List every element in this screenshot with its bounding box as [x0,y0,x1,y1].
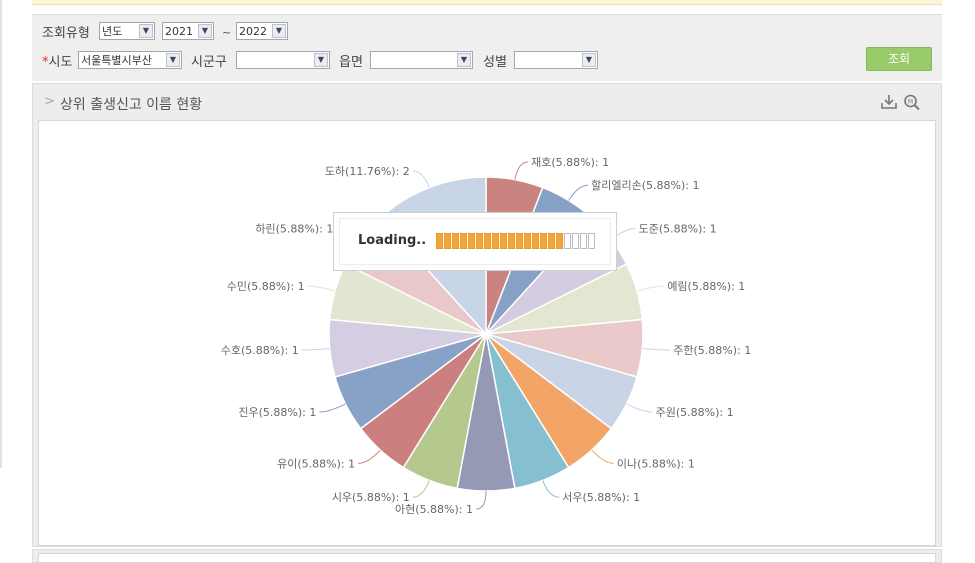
progress-segment [580,233,587,249]
pie-slice-label: 하린(5.88%): 1 [255,222,333,236]
sido-label: *시도 [42,51,72,70]
type-select[interactable]: 년도 ▼ [99,22,155,40]
pie-slice-label: 할리엘리손(5.88%): 1 [591,179,699,192]
sido-select[interactable]: 서울특별시부산 ▼ [78,51,182,69]
pie-label-connector [475,490,487,510]
pie-label-connector [514,161,529,180]
loading-dialog: Loading.. [333,212,617,271]
progress-segment [588,233,595,249]
pie-label-connector [591,449,614,464]
pie-slice-label: 도하(11.76%): 2 [325,164,410,178]
gender-label: 성별 [483,55,507,70]
progress-segment [436,233,443,249]
pie-label-connector [319,403,346,413]
chevron-down-icon: ▼ [166,53,180,67]
type-select-value: 년도 [102,25,123,38]
progress-segment [476,233,483,249]
pie-label-connector [568,184,589,201]
pie-label-connector [642,347,671,351]
zoom-icon[interactable]: M [903,94,921,110]
progress-segment [484,233,491,249]
gender-select[interactable]: ▼ [514,51,598,69]
pie-slice-label: 유이(5.88%): 1 [277,457,355,470]
required-mark: * [42,55,49,70]
download-icon[interactable] [880,94,898,110]
loading-text: Loading.. [358,233,427,248]
chevron-down-icon: ▼ [314,53,328,67]
progress-segment [572,233,579,249]
eupmyeon-select[interactable]: ▼ [370,51,473,69]
sido-select-value: 서울특별시부산 [81,54,152,67]
pie-slice-label: 진우(5.88%): 1 [238,406,316,419]
sido-label-text: 시도 [48,55,73,70]
pie-label-connector [636,285,665,292]
progress-segment [556,233,563,249]
year-to-value: 2022 [239,25,267,38]
pie-slice-label: 시우(5.88%): 1 [332,491,410,504]
pie-slice-label: 수호(5.88%): 1 [221,344,299,357]
pie-slice-label: 아현(5.88%): 1 [395,503,473,516]
pie-slice-label: 재호(5.88%): 1 [531,156,609,169]
pie-label-connector [301,347,330,351]
pie-label-connector [358,449,381,464]
progress-segment [540,233,547,249]
year-to-select[interactable]: 2022 ▼ [236,22,288,40]
progress-segment [444,233,451,249]
progress-segment [460,233,467,249]
year-from-value: 2021 [165,25,193,38]
progress-segment [508,233,515,249]
progress-segment [500,233,507,249]
pie-slice-label: 주한(5.88%): 1 [673,344,751,357]
eupmyeon-label: 읍면 [339,55,363,70]
chevron-down-icon: ▼ [198,24,212,38]
pie-slice-label: 도준(5.88%): 1 [639,223,717,236]
pie-label-connector [307,285,336,292]
pie-label-connector [412,170,430,188]
pie-slice-label: 이나(5.88%): 1 [617,457,695,470]
sigungu-label: 시군구 [191,55,227,70]
progress-segment [564,233,571,249]
pie-label-connector [412,480,430,498]
progress-segment [516,233,523,249]
left-border [0,0,2,468]
pie-slice-label: 주원(5.88%): 1 [656,406,734,419]
range-tilde: ~ [222,26,232,39]
sigungu-select[interactable]: ▼ [236,51,330,69]
loading-inner [339,218,611,265]
year-from-select[interactable]: 2021 ▼ [162,22,214,40]
collapse-chevron-icon[interactable]: > [44,94,55,109]
pie-slice-label: 수민(5.88%): 1 [227,280,305,293]
pie-label-connector [626,403,653,413]
search-button[interactable]: 조회 [866,47,932,71]
svg-text:M: M [908,99,913,106]
chevron-down-icon: ▼ [457,53,471,67]
progress-segment [452,233,459,249]
panel-title: 상위 출생신고 이름 현황 [60,97,203,113]
chevron-down-icon: ▼ [272,24,286,38]
progress-segment [548,233,555,249]
progress-segment [492,233,499,249]
chevron-down-icon: ▼ [582,53,596,67]
pie-label-connector [542,480,560,498]
type-label: 조회유형 [42,26,90,41]
pie-slice-label: 예림(5.88%): 1 [667,280,745,293]
pie-slice-label: 서우(5.88%): 1 [562,491,640,504]
progress-segment [468,233,475,249]
progress-segment [532,233,539,249]
loading-progress-bar [436,233,596,249]
notice-bar [32,0,942,5]
progress-segment [524,233,531,249]
chevron-down-icon: ▼ [139,24,153,38]
